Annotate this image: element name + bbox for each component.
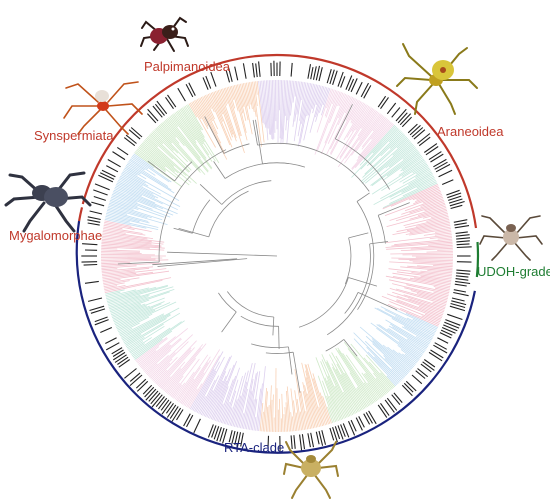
orb-weaver-spider-icon — [396, 43, 478, 115]
label-synspermiata: Synspermiata — [34, 128, 114, 143]
clade-arc-synspermiata-mygalomorphae — [78, 207, 84, 222]
jumping-spider-icon — [140, 16, 189, 52]
label-rta-clade: RTA-clade — [224, 440, 285, 455]
label-mygalomorphae: Mygalomorphae — [9, 228, 103, 243]
synspermiata-spider-icon — [63, 81, 143, 135]
crab-spider-icon — [283, 441, 339, 499]
clade-arc-rta-clade — [75, 220, 476, 454]
clade-arc-udoh-grade — [475, 241, 480, 278]
clade-arc-palpimanoidea-araneoidea — [81, 53, 478, 229]
clade-arcs — [75, 53, 480, 454]
tree-branches — [100, 79, 454, 433]
tarantula-spider-icon — [4, 171, 92, 233]
grass-spider-icon — [479, 215, 543, 261]
label-palpimanoidea: Palpimanoidea — [144, 59, 231, 74]
label-udoh-grade: UDOH-grade — [477, 264, 550, 279]
label-araneoidea: Araneoidea — [437, 124, 504, 139]
sample-tick-ring — [81, 60, 472, 451]
